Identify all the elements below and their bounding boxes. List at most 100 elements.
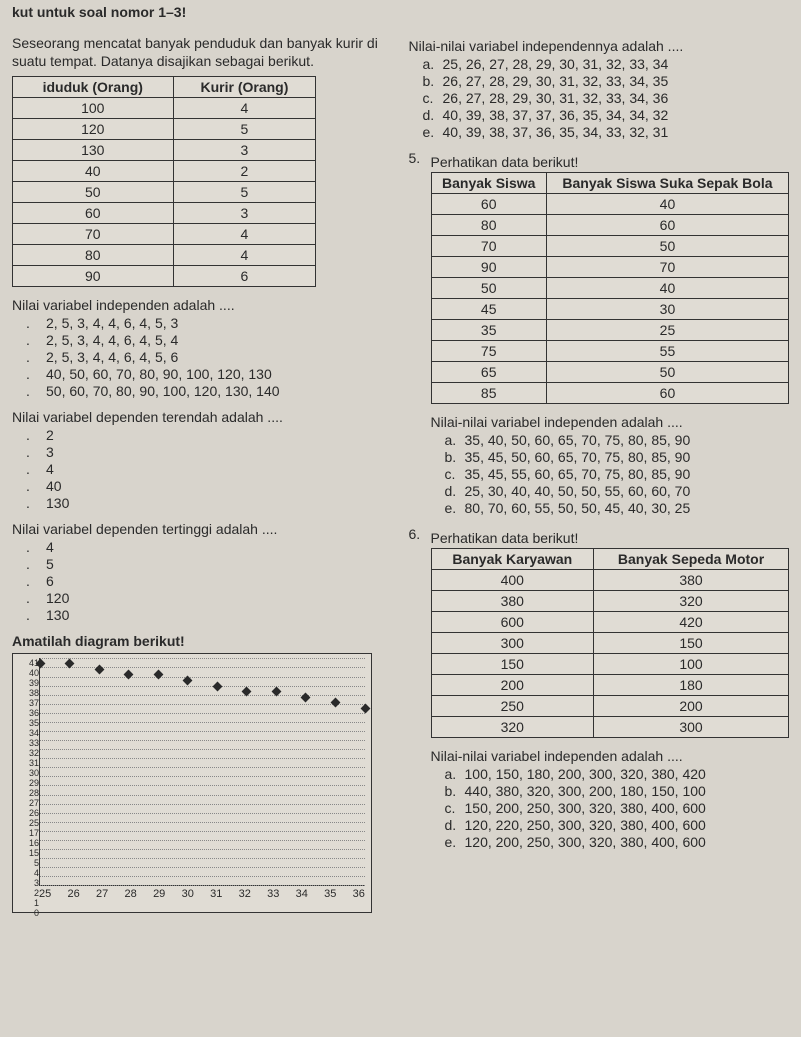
table-cell: 85 [431, 383, 546, 404]
option-item: a.25, 26, 27, 28, 29, 30, 31, 32, 33, 34 [423, 56, 790, 72]
y-tick-label: 16 [17, 838, 39, 848]
option-text: 5 [46, 556, 54, 572]
table-penduduk-kurir: iduduk (Orang) Kurir (Orang) 10041205130… [12, 76, 316, 287]
table-cell: 30 [546, 299, 788, 320]
option-text: 40, 50, 60, 70, 80, 90, 100, 120, 130 [46, 366, 272, 382]
page-columns: Seseorang mencatat banyak penduduk dan b… [0, 26, 801, 921]
option-label: e. [445, 500, 465, 516]
q4-text: Nilai-nilai variabel independennya adala… [409, 38, 790, 54]
table-cell: 120 [13, 119, 174, 140]
q5-number: 5. [409, 150, 431, 166]
option-item: b.440, 380, 320, 300, 200, 180, 150, 100 [445, 783, 790, 799]
option-text: 35, 40, 50, 60, 65, 70, 75, 80, 85, 90 [465, 432, 691, 448]
intro-paragraph: Seseorang mencatat banyak penduduk dan b… [12, 34, 393, 70]
chart-y-axis: 4140393837363534333231302928272625171615… [17, 658, 39, 886]
y-tick-label: 33 [17, 738, 39, 748]
table-cell: 100 [594, 654, 789, 675]
table-karyawan: Banyak Karyawan Banyak Sepeda Motor 4003… [431, 548, 790, 738]
data-point [94, 664, 104, 674]
option-item: .4 [26, 539, 393, 555]
y-tick-label: 34 [17, 728, 39, 738]
option-item: .2, 5, 3, 4, 4, 6, 4, 5, 3 [26, 315, 393, 331]
table-cell: 90 [13, 266, 174, 287]
table-row: 320300 [431, 717, 789, 738]
option-item: .130 [26, 495, 393, 511]
option-item: e.120, 200, 250, 300, 320, 380, 400, 600 [445, 834, 790, 850]
option-text: 40, 39, 38, 37, 36, 35, 34, 33, 32, 31 [443, 124, 669, 140]
option-item: b.26, 27, 28, 29, 30, 31, 32, 33, 34, 35 [423, 73, 790, 89]
option-label: c. [445, 466, 465, 482]
x-tick-label: 28 [125, 888, 137, 900]
table-cell: 320 [431, 717, 594, 738]
option-item: d.40, 39, 38, 37, 37, 36, 35, 34, 34, 32 [423, 107, 790, 123]
option-label: . [26, 495, 46, 511]
table-cell: 6 [173, 266, 316, 287]
gridline [40, 785, 365, 786]
table-cell: 40 [546, 278, 788, 299]
table-cell: 4 [173, 224, 316, 245]
option-item: .5 [26, 556, 393, 572]
option-label: a. [445, 766, 465, 782]
table-row: 9070 [431, 257, 789, 278]
x-tick-label: 35 [324, 888, 336, 900]
option-label: . [26, 332, 46, 348]
q6-subtext: Nilai-nilai variabel independen adalah .… [431, 748, 790, 764]
option-text: 2, 5, 3, 4, 4, 6, 4, 5, 6 [46, 349, 178, 365]
right-column: Nilai-nilai variabel independennya adala… [401, 34, 790, 913]
gridline [40, 731, 365, 732]
table-row: 603 [13, 203, 316, 224]
chart-plot-area [39, 658, 365, 886]
table-cell: 100 [13, 98, 174, 119]
option-item: .2, 5, 3, 4, 4, 6, 4, 5, 4 [26, 332, 393, 348]
gridline [40, 704, 365, 705]
y-tick-label: 40 [17, 668, 39, 678]
data-point [301, 692, 311, 702]
gridline [40, 813, 365, 814]
gridline [40, 795, 365, 796]
option-text: 26, 27, 28, 29, 30, 31, 32, 33, 34, 36 [443, 90, 669, 106]
table-cell: 40 [546, 194, 788, 215]
data-point [331, 698, 341, 708]
q6-options: a.100, 150, 180, 200, 300, 320, 380, 420… [445, 766, 790, 850]
y-tick-label: 32 [17, 748, 39, 758]
option-label: . [26, 444, 46, 460]
table-cell: 60 [546, 215, 788, 236]
option-text: 440, 380, 320, 300, 200, 180, 150, 100 [465, 783, 706, 799]
option-item: .4 [26, 461, 393, 477]
table1-header-0: iduduk (Orang) [13, 77, 174, 98]
table-cell: 320 [594, 591, 789, 612]
option-label: . [26, 349, 46, 365]
option-item: c.35, 45, 55, 60, 65, 70, 75, 80, 85, 90 [445, 466, 790, 482]
y-tick-label: 17 [17, 828, 39, 838]
option-text: 40, 39, 38, 37, 37, 36, 35, 34, 34, 32 [443, 107, 669, 123]
option-item: b.35, 45, 50, 60, 65, 70, 75, 80, 85, 90 [445, 449, 790, 465]
table-row: 7555 [431, 341, 789, 362]
table1-header-1: Kurir (Orang) [173, 77, 316, 98]
x-tick-label: 32 [239, 888, 251, 900]
option-label: b. [423, 73, 443, 89]
option-item: .3 [26, 444, 393, 460]
table-cell: 150 [431, 654, 594, 675]
q5-text: Perhatikan data berikut! [431, 154, 790, 170]
gridline [40, 667, 365, 668]
table-row: 4530 [431, 299, 789, 320]
option-text: 6 [46, 573, 54, 589]
option-text: 25, 30, 40, 40, 50, 50, 55, 60, 60, 70 [465, 483, 691, 499]
option-text: 130 [46, 495, 69, 511]
gridline [40, 767, 365, 768]
y-tick-label: 26 [17, 808, 39, 818]
gridline [40, 831, 365, 832]
q1-options: .2, 5, 3, 4, 4, 6, 4, 5, 3.2, 5, 3, 4, 4… [26, 315, 393, 399]
y-tick-label: 31 [17, 758, 39, 768]
option-item: .2, 5, 3, 4, 4, 6, 4, 5, 6 [26, 349, 393, 365]
q3-options: .4.5.6.120.130 [26, 539, 393, 623]
gridline [40, 776, 365, 777]
table-row: 704 [13, 224, 316, 245]
t3-header-0: Banyak Karyawan [431, 549, 594, 570]
option-label: . [26, 607, 46, 623]
table-row: 380320 [431, 591, 789, 612]
table-cell: 4 [173, 245, 316, 266]
y-tick-label: 28 [17, 788, 39, 798]
table-cell: 70 [431, 236, 546, 257]
option-text: 35, 45, 50, 60, 65, 70, 75, 80, 85, 90 [465, 449, 691, 465]
